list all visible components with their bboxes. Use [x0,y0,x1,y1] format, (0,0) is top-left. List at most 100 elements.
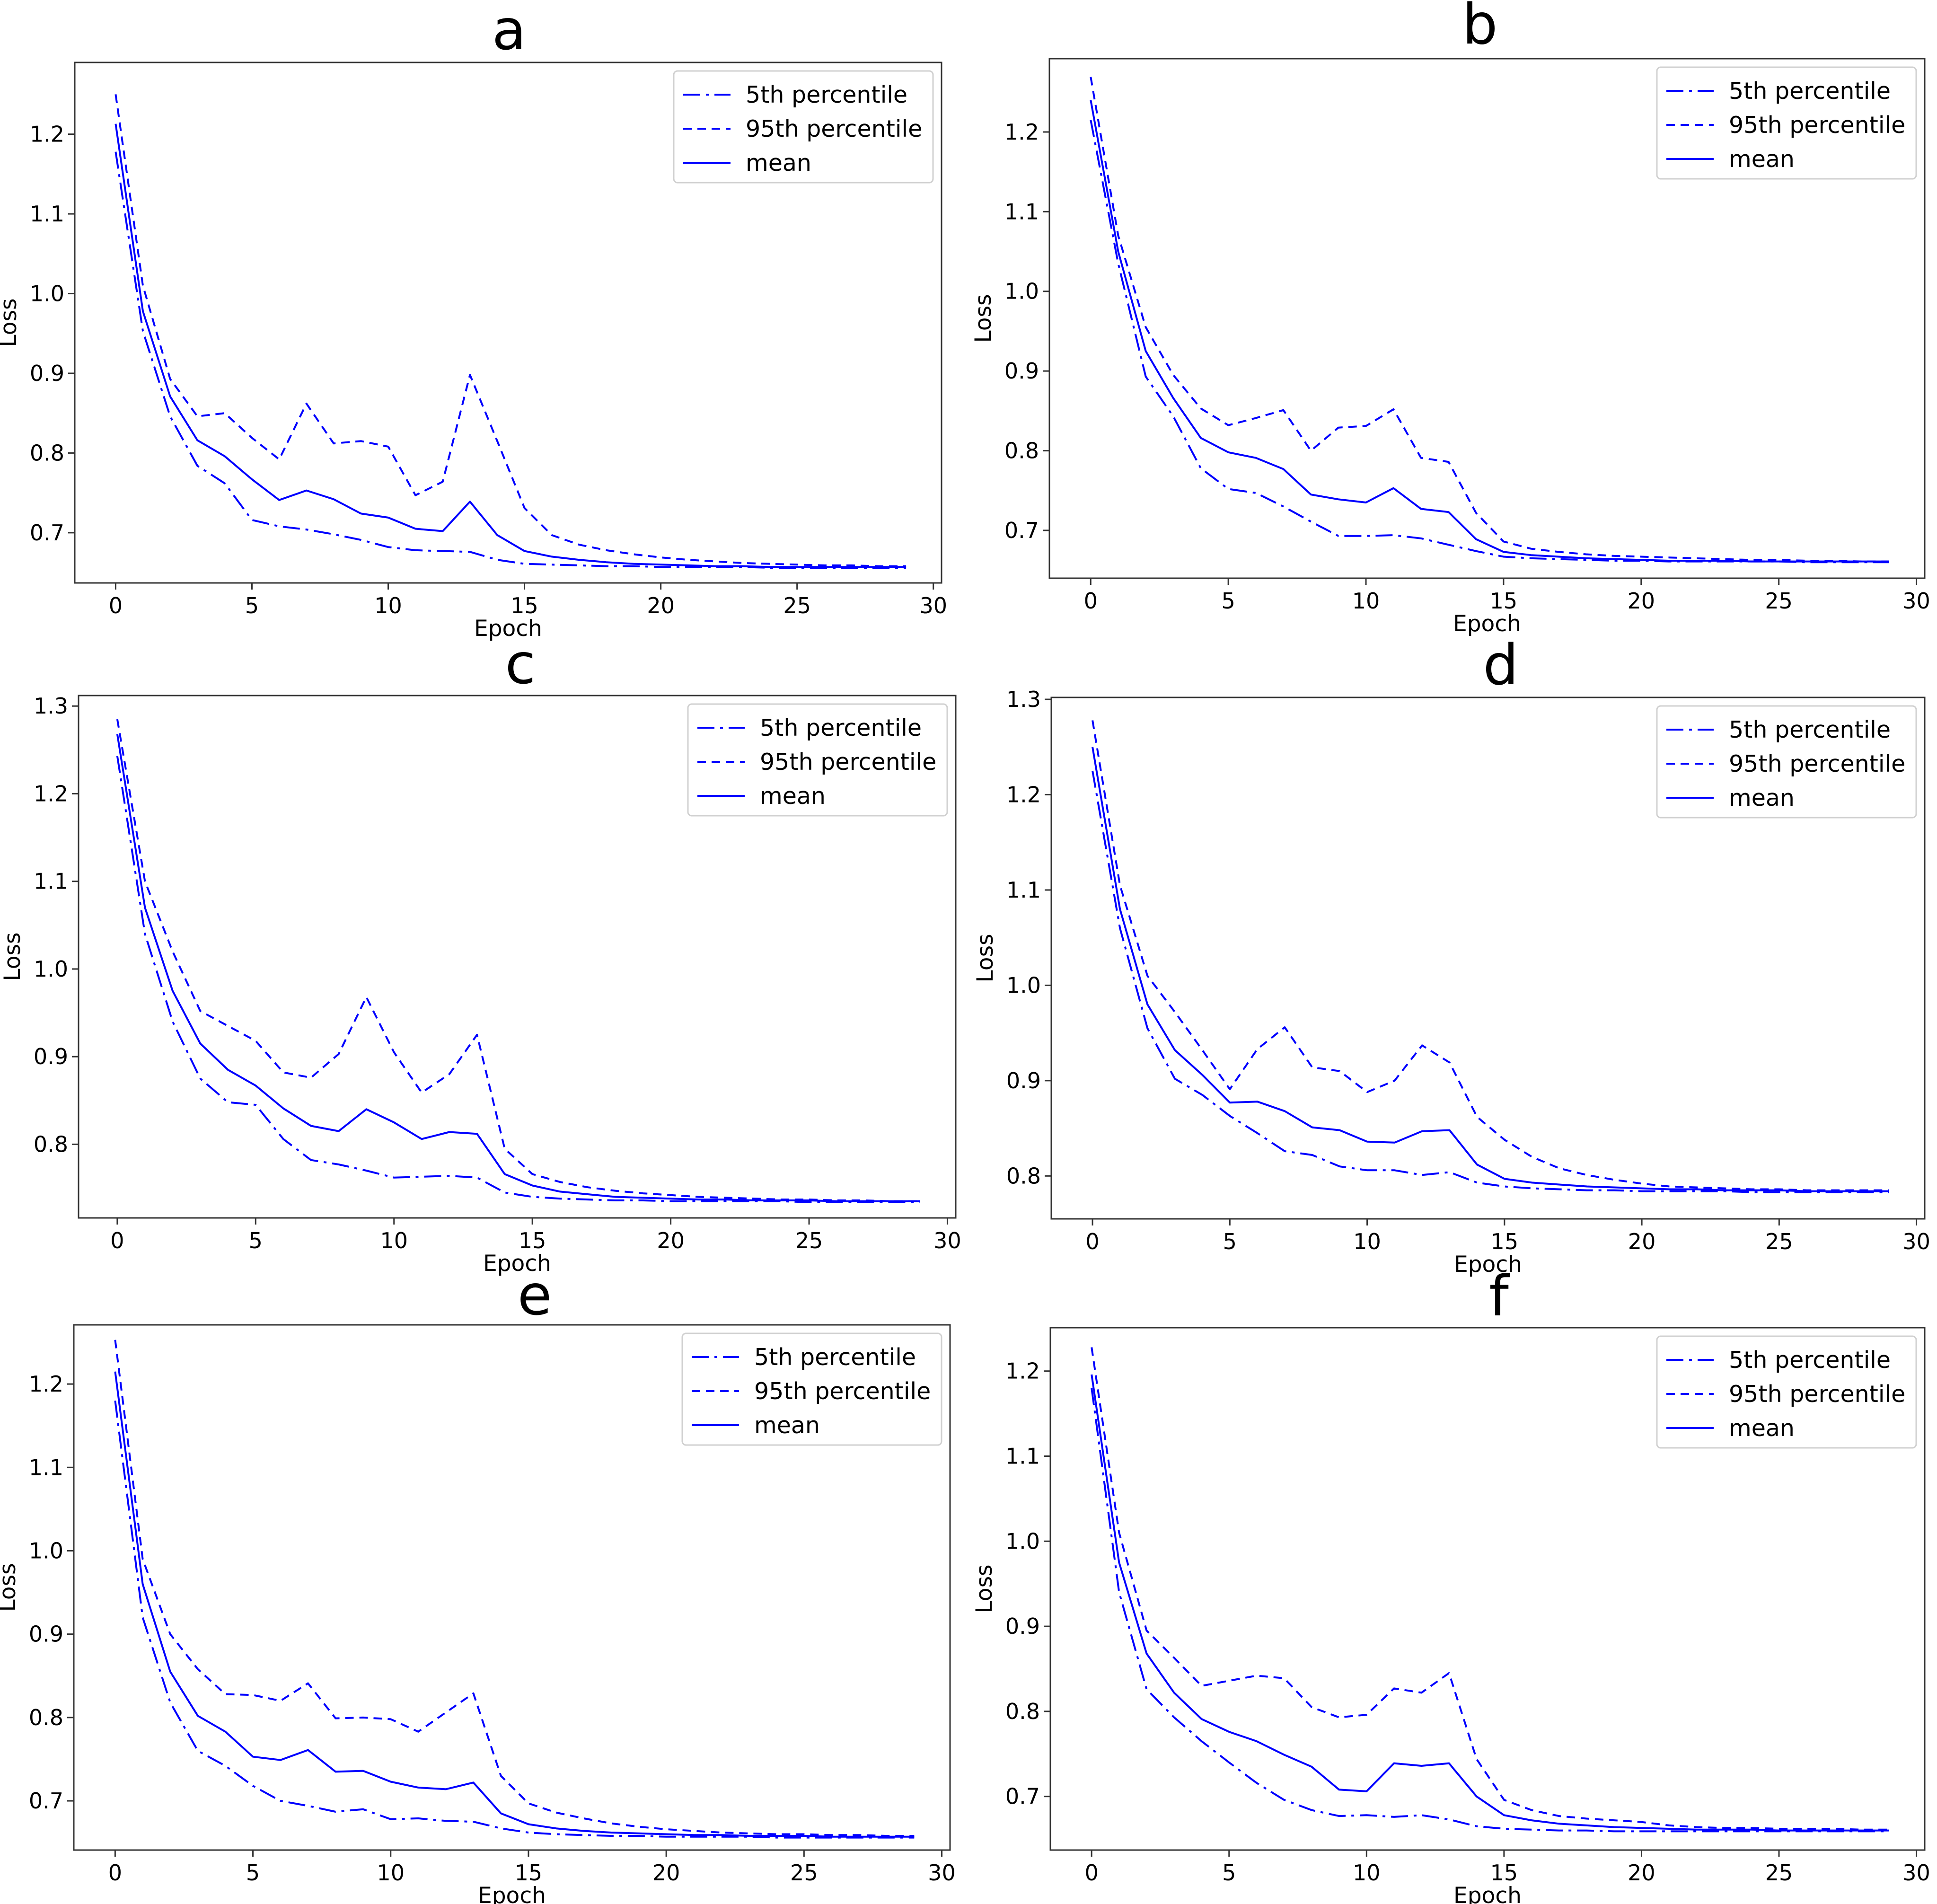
y-axis-label: Loss [970,294,996,343]
series-line-5th-percentile [1091,1388,1889,1833]
x-axis-label: Epoch [483,1251,551,1277]
plot-frame [74,62,942,584]
x-axis-label: Epoch [1454,1252,1522,1278]
y-axis-label: Loss [0,1563,21,1612]
y-tick-label: 0.9 [1005,1613,1040,1639]
legend-label: 95th percentile [754,1378,931,1405]
legend-box [1656,66,1917,180]
x-tick-label: 30 [919,593,947,618]
x-tick-label: 10 [374,593,402,618]
y-tick-label: 1.2 [1005,1358,1040,1384]
y-axis-label: Loss [971,1564,997,1613]
x-tick-label: 30 [1902,588,1930,614]
x-axis-label: Epoch [1453,1883,1522,1904]
y-tick-label: 1.1 [1004,199,1039,224]
x-axis-label: Epoch [1453,611,1521,637]
x-tick-label: 15 [1490,1860,1518,1886]
y-tick-label: 1.2 [1004,119,1039,145]
x-tick-label: 10 [1353,1229,1381,1254]
x-tick-label: 20 [652,1860,680,1886]
y-tick-label: 0.8 [30,440,64,466]
y-axis-label: Loss [0,298,22,347]
legend-label: 5th percentile [1729,716,1891,743]
panel-title: a [492,0,526,62]
y-tick-label: 0.9 [1004,358,1039,384]
x-tick-label: 5 [1222,1860,1236,1886]
legend: 5th percentile 95th percentile mean [1656,705,1917,819]
y-tick-label: 1.1 [1006,877,1041,903]
panel-title: d [1483,632,1519,697]
x-tick-label: 25 [783,593,811,618]
x-tick-label: 20 [1628,588,1655,614]
y-axis-label: Loss [972,934,998,982]
x-tick-label: 0 [110,1228,124,1253]
x-axis-label: Epoch [474,616,542,642]
legend-label: 95th percentile [746,115,922,142]
plot-frame [1049,1327,1926,1851]
y-tick-label: 1.0 [1004,279,1039,304]
panel-title: c [505,631,536,696]
legend-label: mean [746,150,811,176]
legend-label: mean [1729,146,1795,173]
legend-label: 5th percentile [746,81,907,108]
y-tick-label: 0.9 [29,1622,63,1647]
legend-label: 5th percentile [754,1344,916,1371]
y-tick-label: 1.2 [1006,782,1041,807]
panel-title: e [518,1262,552,1328]
series-line-mean [114,1371,915,1838]
legend-label: mean [760,783,826,810]
x-tick-label: 20 [647,593,675,618]
y-tick-label: 1.2 [30,122,64,147]
legend-box [681,1332,942,1446]
x-tick-label: 10 [380,1228,408,1253]
series-line-mean [1090,100,1889,563]
series-line-mean [1092,747,1889,1192]
legend: 5th percentile 95th percentile mean [1656,66,1917,180]
x-tick-label: 10 [377,1860,405,1886]
y-tick-label: 0.8 [1005,1699,1040,1724]
y-tick-label: 0.8 [1006,1163,1041,1189]
legend-label: mean [1729,1415,1795,1442]
x-tick-label: 25 [1765,588,1793,614]
y-tick-label: 1.0 [29,1538,63,1563]
y-tick-label: 1.1 [30,201,64,227]
legend-box [1656,1335,1917,1449]
plot-frame [78,695,957,1219]
x-tick-label: 30 [1902,1229,1930,1254]
y-tick-label: 1.1 [29,1454,63,1480]
y-axis-label: Loss [0,932,26,981]
series-line-mean [1091,1374,1889,1832]
y-tick-label: 1.2 [29,1371,63,1397]
y-tick-label: 1.2 [34,781,68,806]
series-line-95th-percentile [1092,720,1889,1191]
x-tick-label: 25 [795,1228,823,1253]
series-line-5th-percentile [116,756,920,1203]
x-tick-label: 20 [657,1228,685,1253]
y-tick-label: 0.9 [1006,1068,1041,1093]
chart-panel-f: f 0 5 10 15 20 25 30 0.7 0.8 0.9 1.0 1.1 1.2 Epoch Loss… [971,1263,1930,1904]
panel-title: f [1489,1263,1510,1329]
y-tick-label: 1.1 [1005,1444,1040,1469]
y-tick-label: 1.3 [34,693,68,719]
x-tick-label: 25 [790,1860,818,1886]
chart-panel-d: d 0 5 10 15 20 25 30 0.8 0.9 1.0 1.1 1.2 1.3 Epoch Loss… [972,632,1930,1278]
y-tick-label: 1.3 [1006,687,1041,712]
x-tick-label: 15 [1491,1229,1519,1254]
x-tick-label: 15 [519,1228,546,1253]
x-tick-label: 25 [1765,1860,1793,1886]
x-tick-label: 5 [245,593,259,618]
legend-label: 95th percentile [1729,112,1905,139]
x-tick-label: 15 [1490,588,1518,614]
chart-panel-c: c 0 5 10 15 20 25 30 0.8 0.9 1.0 1.1 1.2 1.3 Epoch Loss… [0,631,961,1277]
y-tick-label: 0.8 [34,1131,68,1157]
series-line-95th-percentile [114,1340,915,1837]
x-tick-label: 5 [249,1228,263,1253]
y-tick-label: 1.0 [30,281,64,307]
y-tick-label: 0.9 [30,361,64,386]
y-tick-label: 0.8 [1004,438,1039,464]
x-axis-label: Epoch [478,1883,546,1904]
chart-panel-e: e 0 5 10 15 20 25 30 0.7 0.8 0.9 1.0 1.1 1.2 Epoch Loss… [0,1262,956,1904]
y-tick-label: 1.1 [34,869,68,894]
